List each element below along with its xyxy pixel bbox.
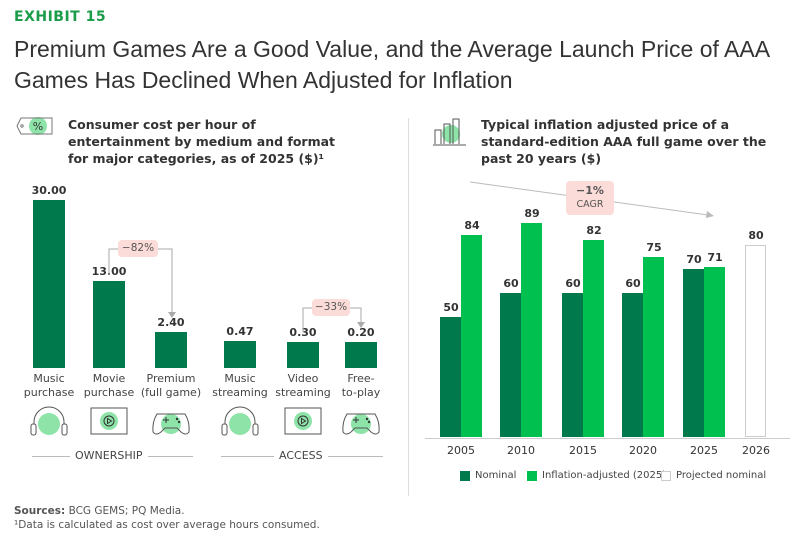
data-label: 0.47 bbox=[226, 324, 254, 338]
bar-2 bbox=[155, 331, 187, 368]
left-chart-title: Consumer cost per hour of entertainment … bbox=[68, 117, 336, 166]
bar-inflation-adjusted--2020 bbox=[643, 257, 664, 437]
data-label: 60 bbox=[503, 277, 519, 290]
svg-text:%: % bbox=[33, 120, 43, 133]
headphones-icon bbox=[221, 406, 259, 436]
group-label-ownership: OWNERSHIP bbox=[70, 449, 148, 462]
cagr-value: −1% bbox=[576, 184, 604, 197]
footer: Sources: BCG GEMS; PQ Media. ¹Data is ca… bbox=[14, 504, 320, 532]
screen-icon bbox=[284, 407, 322, 435]
data-label: 50 bbox=[443, 301, 459, 314]
data-label: 89 bbox=[524, 207, 540, 221]
legend-inflation: Inflation-adjusted (2025) bbox=[527, 470, 666, 481]
legend-projected: Projected nominal bbox=[661, 470, 766, 481]
data-label: 80 bbox=[748, 229, 764, 242]
data-label: 60 bbox=[565, 277, 581, 290]
cagr-label: CAGR bbox=[576, 199, 604, 210]
category-label: Music purchase bbox=[23, 372, 75, 399]
bar-4 bbox=[287, 341, 319, 368]
footnote: ¹Data is calculated as cost over average… bbox=[14, 519, 320, 531]
bar-nominal-2005 bbox=[440, 317, 461, 437]
data-label: 84 bbox=[464, 219, 480, 233]
bar-inflation-adjusted--2010 bbox=[521, 223, 542, 437]
cagr-badge: −1% CAGR bbox=[566, 181, 614, 215]
data-label: 0.20 bbox=[347, 326, 375, 340]
gamepad-icon bbox=[152, 413, 190, 435]
sources: BCG GEMS; PQ Media. bbox=[65, 505, 185, 517]
bar-inflation-adjusted--2025 bbox=[704, 266, 725, 437]
bar-nominal-2015 bbox=[562, 293, 583, 437]
category-label: Free- to-play bbox=[341, 372, 381, 399]
year-label: 2026 bbox=[742, 444, 770, 457]
data-label: 70 bbox=[686, 253, 702, 266]
change-badge-33: −33% bbox=[312, 299, 350, 316]
headphones-icon bbox=[30, 406, 68, 436]
bar-5 bbox=[345, 342, 377, 368]
legend-nominal: Nominal bbox=[460, 470, 516, 481]
legend-label: Inflation-adjusted (2025) bbox=[542, 470, 667, 481]
bar-inflation-adjusted--2015 bbox=[583, 240, 604, 437]
panel-divider bbox=[408, 118, 409, 496]
data-label: 60 bbox=[625, 277, 641, 290]
bar-1 bbox=[93, 280, 125, 368]
x-axis bbox=[425, 438, 790, 439]
sources-label: Sources: bbox=[14, 505, 66, 517]
gamepad-icon bbox=[342, 413, 380, 435]
legend-label: Projected nominal bbox=[676, 470, 767, 481]
data-label: 0.30 bbox=[289, 325, 317, 339]
right-chart-title: Typical inflation adjusted price of a st… bbox=[481, 117, 767, 166]
bar-nominal-2020 bbox=[622, 293, 643, 437]
year-label: 2025 bbox=[690, 444, 718, 457]
data-label: 75 bbox=[646, 241, 662, 254]
category-label: Video streaming bbox=[275, 372, 331, 399]
exhibit-label: EXHIBIT 15 bbox=[14, 9, 107, 25]
legend-label: Nominal bbox=[475, 470, 517, 481]
category-label: Movie purchase bbox=[83, 372, 135, 399]
category-label: Music streaming bbox=[212, 372, 268, 399]
year-label: 2010 bbox=[507, 444, 535, 457]
year-label: 2015 bbox=[569, 444, 597, 457]
data-label: 82 bbox=[586, 224, 602, 238]
year-label: 2020 bbox=[629, 444, 657, 457]
bar-nominal-2010 bbox=[500, 293, 521, 437]
screen-icon bbox=[90, 407, 128, 435]
data-label: 30.00 bbox=[31, 183, 67, 197]
bar-inflation-adjusted--2005 bbox=[461, 235, 482, 437]
change-badge-82: −82% bbox=[118, 240, 158, 257]
bar-projected-nominal-2026 bbox=[745, 245, 766, 437]
bar-0 bbox=[33, 199, 65, 368]
bar-chart-icon bbox=[433, 118, 466, 146]
price-tag-icon: % bbox=[16, 117, 53, 135]
category-label: Premium (full game) bbox=[140, 372, 202, 399]
bar-nominal-2025 bbox=[683, 269, 704, 437]
data-label: 71 bbox=[707, 250, 723, 264]
year-label: 2005 bbox=[447, 444, 475, 457]
data-label: 2.40 bbox=[157, 315, 185, 329]
page-title: Premium Games Are a Good Value, and the … bbox=[14, 36, 769, 93]
bar-3 bbox=[224, 340, 256, 368]
group-label-access: ACCESS bbox=[274, 449, 328, 462]
